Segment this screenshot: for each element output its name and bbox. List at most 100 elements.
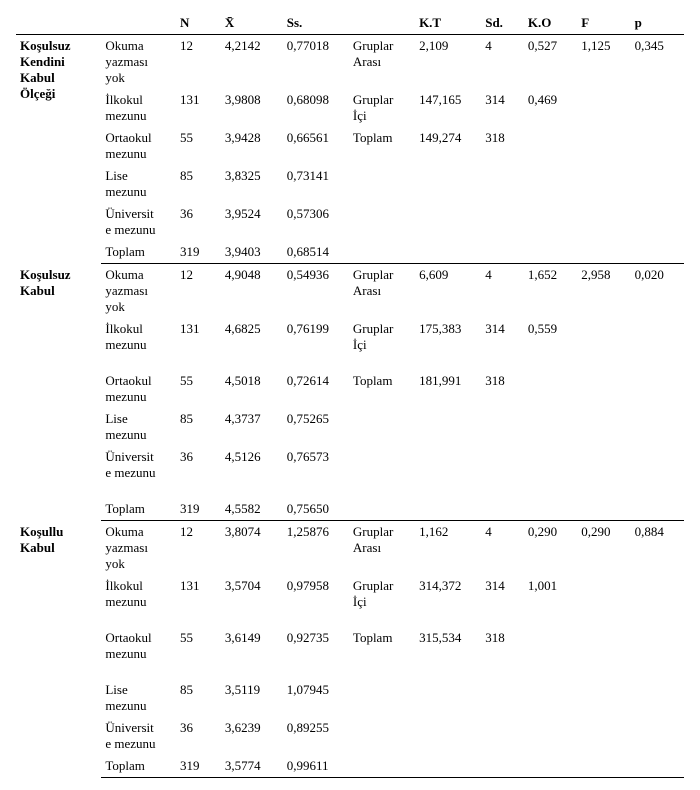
sd-cell (481, 408, 524, 446)
section-label: KoşulsuzKabul (16, 264, 101, 521)
f-cell (577, 89, 630, 127)
p-cell (631, 498, 684, 521)
header-sd: Sd. (481, 12, 524, 35)
ss-cell: 0,76199 (283, 318, 349, 370)
ko-cell: 0,290 (524, 521, 577, 576)
group-label: Ortaokulmezunu (101, 370, 176, 408)
f-cell (577, 446, 630, 498)
table-row: KoşulsuzKabulOkumayazmasıyok124,90480,54… (16, 264, 684, 319)
source-label: Gruplarİçi (349, 318, 415, 370)
table-row: İlkokulmezunu1313,98080,68098Gruplarİçi1… (16, 89, 684, 127)
source-label: Toplam (349, 127, 415, 165)
source-label (349, 717, 415, 755)
x-cell: 3,9403 (221, 241, 283, 264)
ko-cell (524, 717, 577, 755)
ss-cell: 0,68098 (283, 89, 349, 127)
ko-cell: 0,469 (524, 89, 577, 127)
f-cell (577, 498, 630, 521)
n-cell: 319 (176, 755, 221, 778)
header-row: N X̄ Ss. K.T Sd. K.O F p (16, 12, 684, 35)
sd-cell: 314 (481, 318, 524, 370)
ko-cell (524, 127, 577, 165)
n-cell: 85 (176, 165, 221, 203)
f-cell (577, 755, 630, 778)
p-cell (631, 203, 684, 241)
ko-cell (524, 755, 577, 778)
table-row: İlkokulmezunu1313,57040,97958Gruplarİçi3… (16, 575, 684, 627)
p-cell (631, 318, 684, 370)
section-label: KoşulsuzKendiniKabulÖlçeği (16, 35, 101, 264)
table-row: Ortaokulmezunu554,50180,72614Toplam181,9… (16, 370, 684, 408)
p-cell: 0,345 (631, 35, 684, 90)
f-cell (577, 203, 630, 241)
p-cell (631, 679, 684, 717)
ss-cell: 0,89255 (283, 717, 349, 755)
kt-cell: 1,162 (415, 521, 481, 576)
ko-cell (524, 498, 577, 521)
header-kt: K.T (415, 12, 481, 35)
group-label: Üniversite mezunu (101, 717, 176, 755)
header-n: N (176, 12, 221, 35)
sd-cell: 318 (481, 627, 524, 679)
p-cell (631, 127, 684, 165)
p-cell (631, 446, 684, 498)
p-cell (631, 717, 684, 755)
x-cell: 3,8074 (221, 521, 283, 576)
table-row: Üniversite mezunu363,62390,89255 (16, 717, 684, 755)
group-label: İlkokulmezunu (101, 318, 176, 370)
f-cell (577, 165, 630, 203)
sd-cell: 314 (481, 575, 524, 627)
table-row: Üniversite mezunu364,51260,76573 (16, 446, 684, 498)
table-row: Üniversite mezunu363,95240,57306 (16, 203, 684, 241)
sd-cell: 318 (481, 127, 524, 165)
p-cell (631, 408, 684, 446)
kt-cell: 2,109 (415, 35, 481, 90)
n-cell: 319 (176, 241, 221, 264)
n-cell: 131 (176, 89, 221, 127)
x-cell: 4,9048 (221, 264, 283, 319)
kt-cell: 181,991 (415, 370, 481, 408)
header-p: p (631, 12, 684, 35)
ko-cell: 1,652 (524, 264, 577, 319)
f-cell: 1,125 (577, 35, 630, 90)
ss-cell: 0,57306 (283, 203, 349, 241)
table-row: İlkokulmezunu1314,68250,76199Gruplarİçi1… (16, 318, 684, 370)
kt-cell (415, 203, 481, 241)
kt-cell: 6,609 (415, 264, 481, 319)
sd-cell: 4 (481, 35, 524, 90)
p-cell: 0,884 (631, 521, 684, 576)
header-ss: Ss. (283, 12, 349, 35)
f-cell: 2,958 (577, 264, 630, 319)
p-cell (631, 370, 684, 408)
kt-cell (415, 241, 481, 264)
ss-cell: 0,72614 (283, 370, 349, 408)
n-cell: 55 (176, 370, 221, 408)
section-label: KoşulluKabul (16, 521, 101, 778)
ko-cell (524, 241, 577, 264)
ko-cell: 1,001 (524, 575, 577, 627)
kt-cell (415, 498, 481, 521)
group-label: Üniversite mezunu (101, 446, 176, 498)
header-f: F (577, 12, 630, 35)
sd-cell (481, 498, 524, 521)
f-cell (577, 679, 630, 717)
group-label: Toplam (101, 755, 176, 778)
source-label: GruplarArası (349, 35, 415, 90)
table-row: Lisemezunu853,51191,07945 (16, 679, 684, 717)
source-label (349, 446, 415, 498)
group-label: Okumayazmasıyok (101, 521, 176, 576)
source-label: GruplarArası (349, 264, 415, 319)
p-cell (631, 241, 684, 264)
group-label: Lisemezunu (101, 408, 176, 446)
source-label: Gruplarİçi (349, 575, 415, 627)
source-label (349, 165, 415, 203)
ko-cell: 0,559 (524, 318, 577, 370)
n-cell: 55 (176, 127, 221, 165)
ko-cell (524, 679, 577, 717)
table-row: KoşulluKabulOkumayazmasıyok123,80741,258… (16, 521, 684, 576)
x-cell: 4,3737 (221, 408, 283, 446)
ss-cell: 1,25876 (283, 521, 349, 576)
source-label (349, 498, 415, 521)
f-cell (577, 318, 630, 370)
sd-cell: 4 (481, 264, 524, 319)
